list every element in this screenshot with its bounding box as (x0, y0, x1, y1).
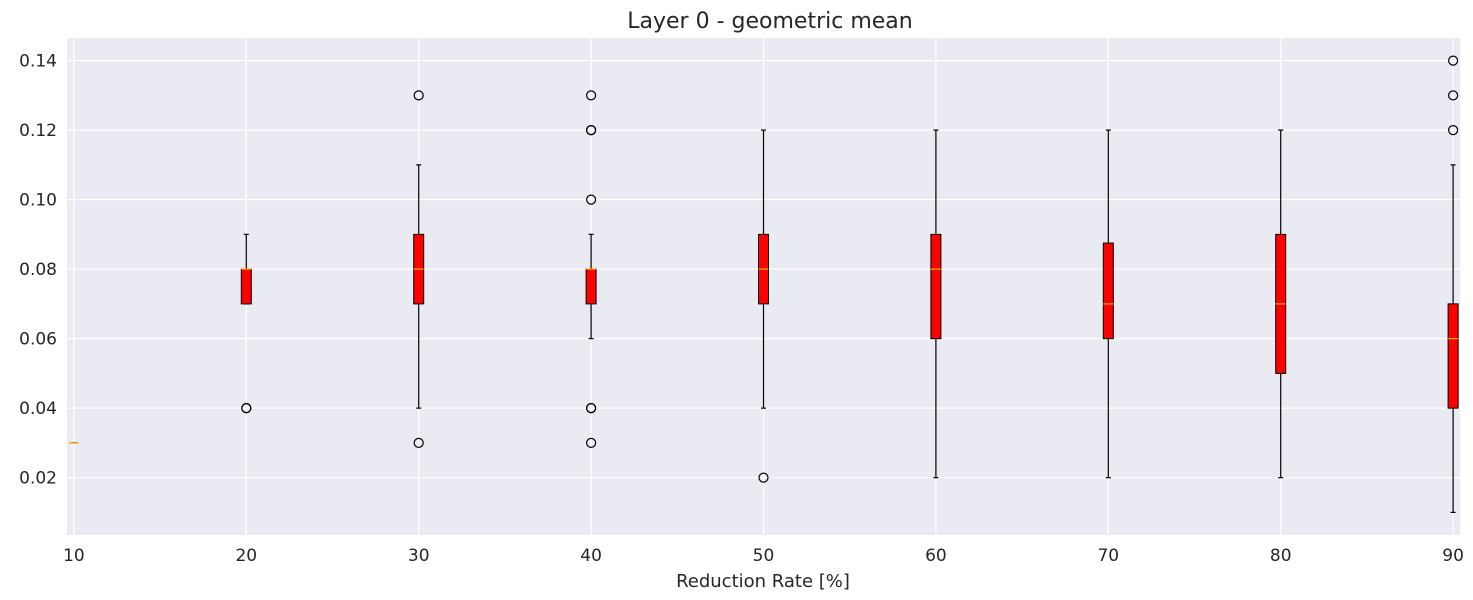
box-group (1447, 55, 1459, 514)
box-group (240, 233, 252, 414)
x-axis-ticks: 10 20 30 40 50 60 70 80 90 (63, 546, 1464, 566)
box-group (585, 90, 597, 448)
box (930, 233, 942, 340)
outlier-point (585, 403, 597, 414)
x-tick-label: 20 (235, 546, 257, 566)
outlier-point (1448, 90, 1459, 101)
outlier-point (413, 90, 424, 101)
box (1102, 242, 1114, 340)
x-tick-label: 50 (753, 546, 775, 566)
outlier-point (758, 472, 769, 483)
outlier-point (585, 90, 597, 101)
x-tick-label: 40 (580, 546, 602, 566)
y-axis-ticks: 0.02 0.04 0.06 0.08 0.10 0.12 0.14 (19, 52, 57, 489)
box-group (930, 129, 942, 479)
outlier-point (1448, 55, 1459, 66)
box-group (1102, 129, 1114, 479)
y-tick-label: 0.08 (19, 260, 57, 280)
x-tick-label: 60 (925, 546, 947, 566)
x-tick-label: 90 (1442, 546, 1464, 566)
x-axis-title: Reduction Rate [%] (676, 571, 850, 592)
box (240, 268, 252, 305)
y-tick-label: 0.14 (19, 52, 57, 72)
outlier-point (585, 125, 597, 136)
boxes (68, 55, 1459, 514)
box (585, 268, 597, 305)
x-tick-label: 70 (1097, 546, 1119, 566)
y-tick-label: 0.06 (19, 330, 57, 350)
y-tick-label: 0.02 (19, 469, 57, 489)
y-tick-label: 0.10 (19, 191, 57, 211)
chart-title: Layer 0 - geometric mean (627, 9, 912, 34)
x-tick-label: 30 (408, 546, 430, 566)
y-tick-label: 0.04 (19, 399, 57, 419)
outlier-point (585, 194, 597, 205)
box (1447, 303, 1459, 409)
x-tick-label: 10 (63, 546, 85, 566)
outlier-point (241, 403, 252, 414)
y-tick-label: 0.12 (19, 121, 57, 141)
x-tick-label: 80 (1270, 546, 1292, 566)
outlier-point (413, 437, 424, 448)
outlier-point (1448, 125, 1459, 136)
box-group (1275, 129, 1287, 479)
box-group (413, 90, 425, 448)
box-group (758, 129, 769, 483)
outlier-point (585, 437, 597, 448)
